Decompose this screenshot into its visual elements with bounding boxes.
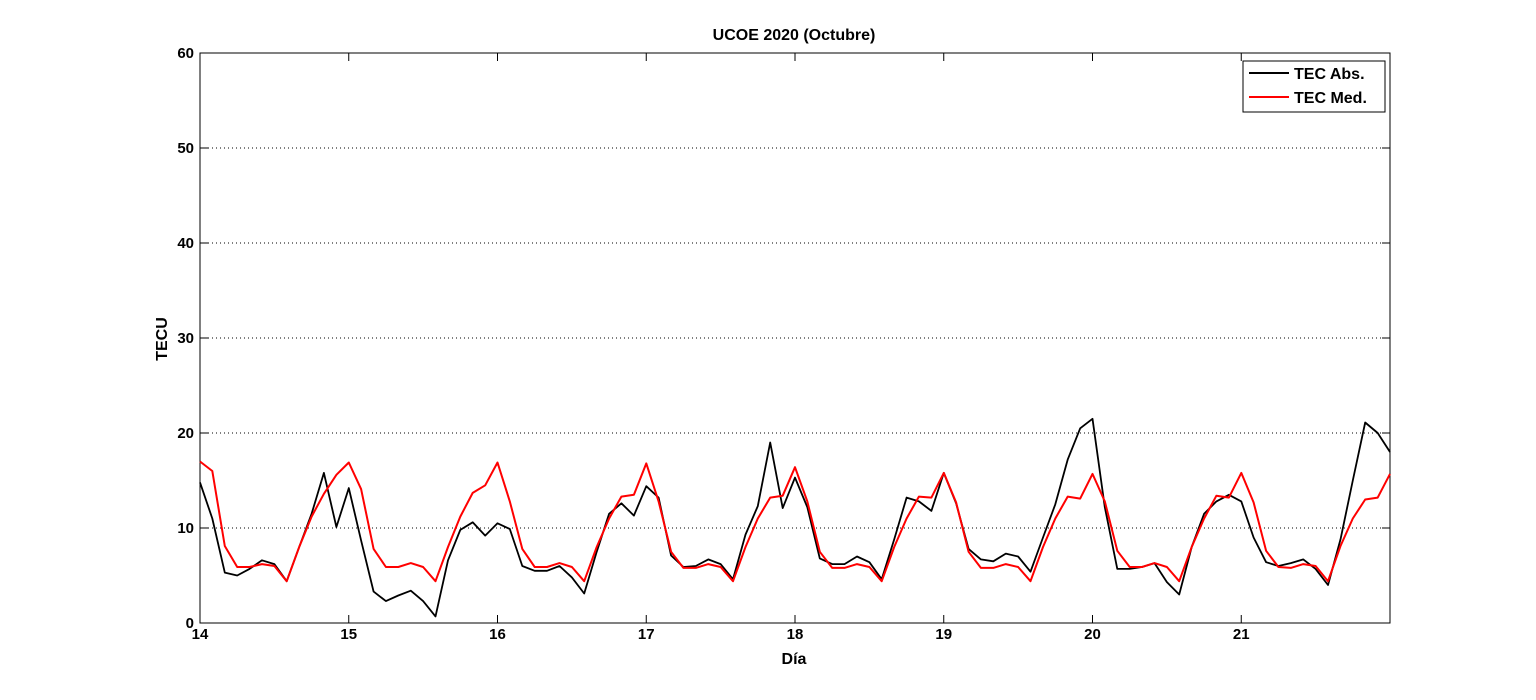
y-tick-label: 10 [177,520,194,537]
legend: TEC Abs. TEC Med. [1242,60,1386,113]
series-line-tec-med [199,460,1391,583]
x-tick-label: 17 [638,626,655,643]
legend-label-tec-abs: TEC Abs. [1294,66,1365,83]
y-tick-label: 50 [177,140,194,157]
y-tick-label: 0 [186,615,194,632]
x-tick-label: 15 [340,626,357,643]
y-axis-label: TECU [154,317,171,361]
series-line-tec-abs [199,417,1391,618]
grid-lines [200,147,1390,529]
plot-frame [199,52,1391,624]
axes [199,52,1391,624]
x-tick-label: 19 [935,626,952,643]
y-tick-label: 60 [177,45,194,62]
x-tick-label: 14 [192,626,209,643]
legend-box [1242,60,1386,113]
axis-ticks: 14 15 16 17 18 19 20 21 0 10 20 30 40 50 60 [177,45,1390,643]
series-layer [199,417,1391,618]
y-tick-label: 20 [177,425,194,442]
x-tick-label: 21 [1233,626,1250,643]
y-tick-label: 30 [177,330,194,347]
chart-title: UCOE 2020 (Octubre) [713,27,876,44]
legend-label-tec-med: TEC Med. [1294,90,1367,107]
x-tick-label: 18 [787,626,804,643]
y-tick-label: 40 [177,235,194,252]
x-tick-label: 16 [489,626,506,643]
x-tick-label: 20 [1084,626,1101,643]
x-axis-label: Día [782,651,807,668]
